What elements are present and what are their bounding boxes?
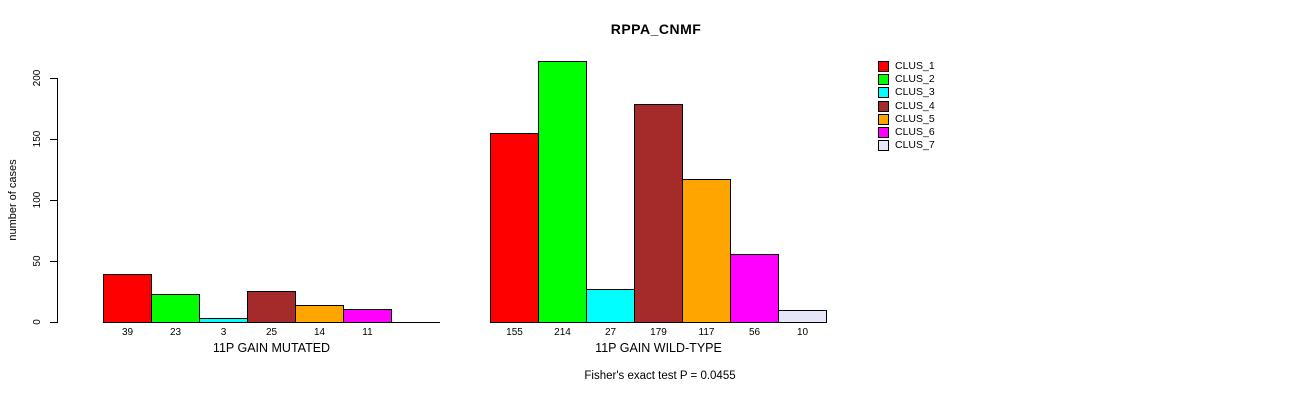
legend-label: CLUS_7 — [895, 139, 935, 152]
y-tick-mark — [50, 78, 57, 79]
bar-clus_2 — [538, 61, 587, 323]
legend-swatch — [878, 74, 889, 86]
legend-item-clus_2: CLUS_2 — [878, 73, 935, 86]
legend-label: CLUS_1 — [895, 60, 935, 73]
bar-count-label: 117 — [698, 327, 715, 338]
bar-count-label: 11 — [362, 327, 373, 338]
y-tick-mark — [50, 322, 57, 323]
bar-clus_3 — [586, 289, 635, 323]
legend-swatch — [878, 127, 889, 139]
bar-clus_2 — [151, 294, 200, 323]
bar-count-label: 14 — [313, 327, 326, 338]
bar-count-label: 10 — [796, 327, 809, 338]
bar-clus_4 — [634, 104, 683, 323]
bar-count-label: 3 — [220, 327, 227, 338]
legend-swatch — [878, 61, 889, 73]
x-axis-label-mutated: 11P GAIN MUTATED — [212, 341, 331, 355]
legend-swatch — [878, 140, 889, 152]
legend-swatch — [878, 87, 889, 99]
bar-count-label: 179 — [650, 327, 667, 338]
bar-clus_7 — [778, 310, 827, 323]
bar-clus_5 — [682, 179, 731, 323]
bar-count-label: 155 — [506, 327, 523, 338]
legend-swatch — [878, 100, 889, 112]
bar-clus_1 — [103, 274, 152, 323]
y-tick-mark — [50, 139, 57, 140]
legend-item-clus_6: CLUS_6 — [878, 126, 935, 139]
legend-item-clus_5: CLUS_5 — [878, 113, 935, 126]
y-tick-label: 0 — [32, 319, 43, 325]
y-tick-label: 200 — [32, 69, 43, 87]
y-axis-line — [57, 78, 58, 323]
legend: CLUS_1 CLUS_2 CLUS_3 CLUS_4 CLUS_5 CLUS_6 CLUS… — [878, 60, 935, 152]
x-axis-label-wild-type: 11P GAIN WILD-TYPE — [595, 341, 722, 355]
legend-item-clus_3: CLUS_3 — [878, 86, 935, 99]
bar-count-label: 25 — [265, 327, 278, 338]
bar-clus_5 — [295, 305, 344, 323]
legend-label: CLUS_3 — [895, 86, 935, 99]
bar-count-label: 214 — [554, 327, 571, 338]
bar-count-label: 56 — [748, 327, 761, 338]
y-axis-label: number of cases — [7, 159, 19, 241]
legend-item-clus_1: CLUS_1 — [878, 60, 935, 73]
legend-label: CLUS_2 — [895, 73, 935, 86]
legend-label: CLUS_4 — [895, 99, 935, 112]
bar-clus_6 — [730, 254, 779, 323]
y-tick-mark — [50, 261, 57, 262]
legend-item-clus_4: CLUS_4 — [878, 100, 935, 113]
bar-clus_4 — [247, 291, 296, 323]
y-tick-mark — [50, 200, 57, 201]
legend-label: CLUS_5 — [895, 112, 935, 125]
bar-count-label: 27 — [604, 327, 617, 338]
bar-clus_3 — [199, 318, 248, 323]
bar-clus_6 — [343, 309, 392, 323]
bar-count-label: 39 — [121, 327, 134, 338]
legend-label: CLUS_6 — [895, 126, 935, 139]
fisher-test-annotation: Fisher's exact test P = 0.0455 — [584, 370, 736, 382]
legend-item-clus_7: CLUS_7 — [878, 139, 935, 152]
y-tick-label: 50 — [32, 255, 43, 267]
chart-title: RPPA_CNMF — [610, 21, 702, 37]
y-tick-label: 100 — [32, 191, 43, 209]
bar-clus_1 — [490, 133, 539, 323]
bar-count-label: 23 — [169, 327, 182, 338]
y-tick-label: 150 — [32, 130, 43, 148]
legend-swatch — [878, 113, 889, 125]
